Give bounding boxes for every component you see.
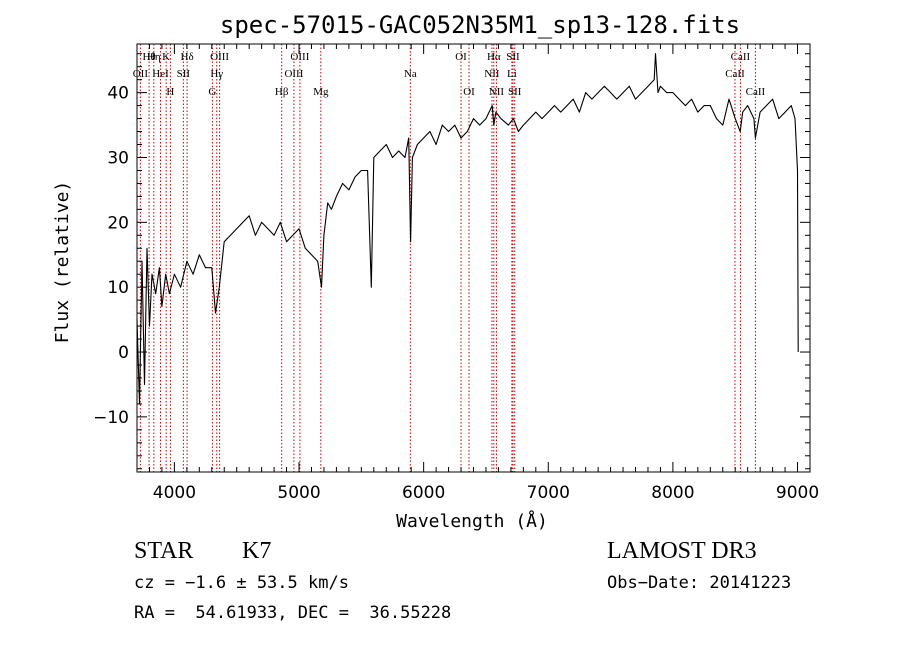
emission-label-5: HeI <box>152 68 169 80</box>
y-tick-label-5: 40 <box>107 84 129 104</box>
emission-label-11: Hβ <box>275 86 289 98</box>
emission-label-19: NII <box>484 68 500 80</box>
survey-name: LAMOST DR3 <box>607 538 757 564</box>
spectrum-series <box>136 53 799 405</box>
emission-label-22: Li <box>507 68 517 80</box>
emission-label-20: NII <box>489 86 505 98</box>
redshift-velocity: cz = −1.6 ± 53.5 km/s <box>134 573 349 593</box>
emission-label-14: Mg <box>313 86 329 98</box>
x-tick-label-0: 4000 <box>153 483 196 503</box>
emission-label-16: OI <box>455 51 467 63</box>
emission-label-13: OIII <box>290 51 309 63</box>
chart-title: spec-57015-GAC052N35M1_sp13-128.fits <box>220 11 740 39</box>
x-tick-label-1: 5000 <box>277 483 320 503</box>
emission-label-0: Hθ <box>142 51 155 63</box>
emission-label-12: OIII <box>284 68 303 80</box>
object-subclass: K7 <box>242 538 272 564</box>
emission-label-25: CaII <box>731 51 751 63</box>
observation-date: Obs−Date: 20141223 <box>607 573 792 593</box>
x-tick-label-2: 6000 <box>402 483 445 503</box>
plot-frame <box>136 43 811 473</box>
emission-label-21: SII <box>506 51 520 63</box>
x-axis-label: Wavelength (Å) <box>396 510 548 532</box>
y-tick-label-4: 30 <box>107 148 129 168</box>
emission-label-3: K <box>162 51 170 63</box>
spectrum-line <box>136 53 799 405</box>
x-tick-label-3: 7000 <box>527 483 570 503</box>
emission-label-24: CaII <box>725 68 745 80</box>
emission-label-10: G <box>208 86 216 98</box>
y-tick-label-2: 10 <box>107 278 129 298</box>
emission-label-7: Hδ <box>181 51 194 63</box>
object-class: STAR <box>134 538 194 564</box>
plot-axes <box>136 43 811 473</box>
emission-label-6: SII <box>177 68 191 80</box>
y-tick-label-1: 0 <box>118 343 129 363</box>
emission-label-4: H <box>166 86 174 98</box>
emission-label-9: Hγ <box>210 68 223 80</box>
y-tick-label-0: −10 <box>93 408 129 428</box>
emission-label-15: Na <box>404 68 417 80</box>
x-tick-label-5: 9000 <box>776 483 819 503</box>
emission-line-markers <box>139 44 756 472</box>
emission-label-1: OII <box>133 68 149 80</box>
emission-label-18: Hα <box>487 51 501 63</box>
emission-label-17: OI <box>463 86 475 98</box>
emission-line-labels: Hθ OII Hη K H HeI SII Hδ OIII Hγ G Hβ OIII OIII Mg Na OI… <box>133 51 766 98</box>
x-tick-label-4: 8000 <box>651 483 694 503</box>
emission-label-8: OIII <box>210 51 229 63</box>
emission-label-23: SII <box>508 86 522 98</box>
emission-label-2: Hη <box>147 51 161 63</box>
y-tick-label-3: 20 <box>107 213 129 233</box>
emission-label-26: CaII <box>746 86 766 98</box>
y-axis-label: Flux (relative) <box>52 181 73 344</box>
sky-coordinates: RA = 54.61933, DEC = 36.55228 <box>134 603 452 623</box>
axis-ticks: 4000 5000 6000 7000 8000 9000 −10 0 10 20 30 40 <box>93 44 819 503</box>
